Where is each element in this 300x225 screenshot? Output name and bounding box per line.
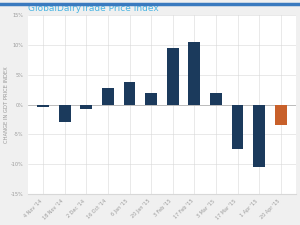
Bar — [275, 105, 287, 125]
Bar — [232, 105, 244, 149]
Bar — [210, 93, 222, 105]
Bar — [59, 105, 71, 122]
Bar — [37, 105, 49, 108]
Bar — [80, 105, 92, 109]
Bar — [145, 93, 157, 105]
Bar — [188, 42, 200, 105]
Text: GlobalDairyTrade Price Index: GlobalDairyTrade Price Index — [28, 4, 159, 13]
Bar — [124, 82, 136, 105]
Y-axis label: CHANGE IN GDT PRICE INDEX: CHANGE IN GDT PRICE INDEX — [4, 66, 9, 143]
Bar — [167, 48, 179, 105]
Bar — [102, 88, 114, 105]
Bar — [253, 105, 265, 167]
